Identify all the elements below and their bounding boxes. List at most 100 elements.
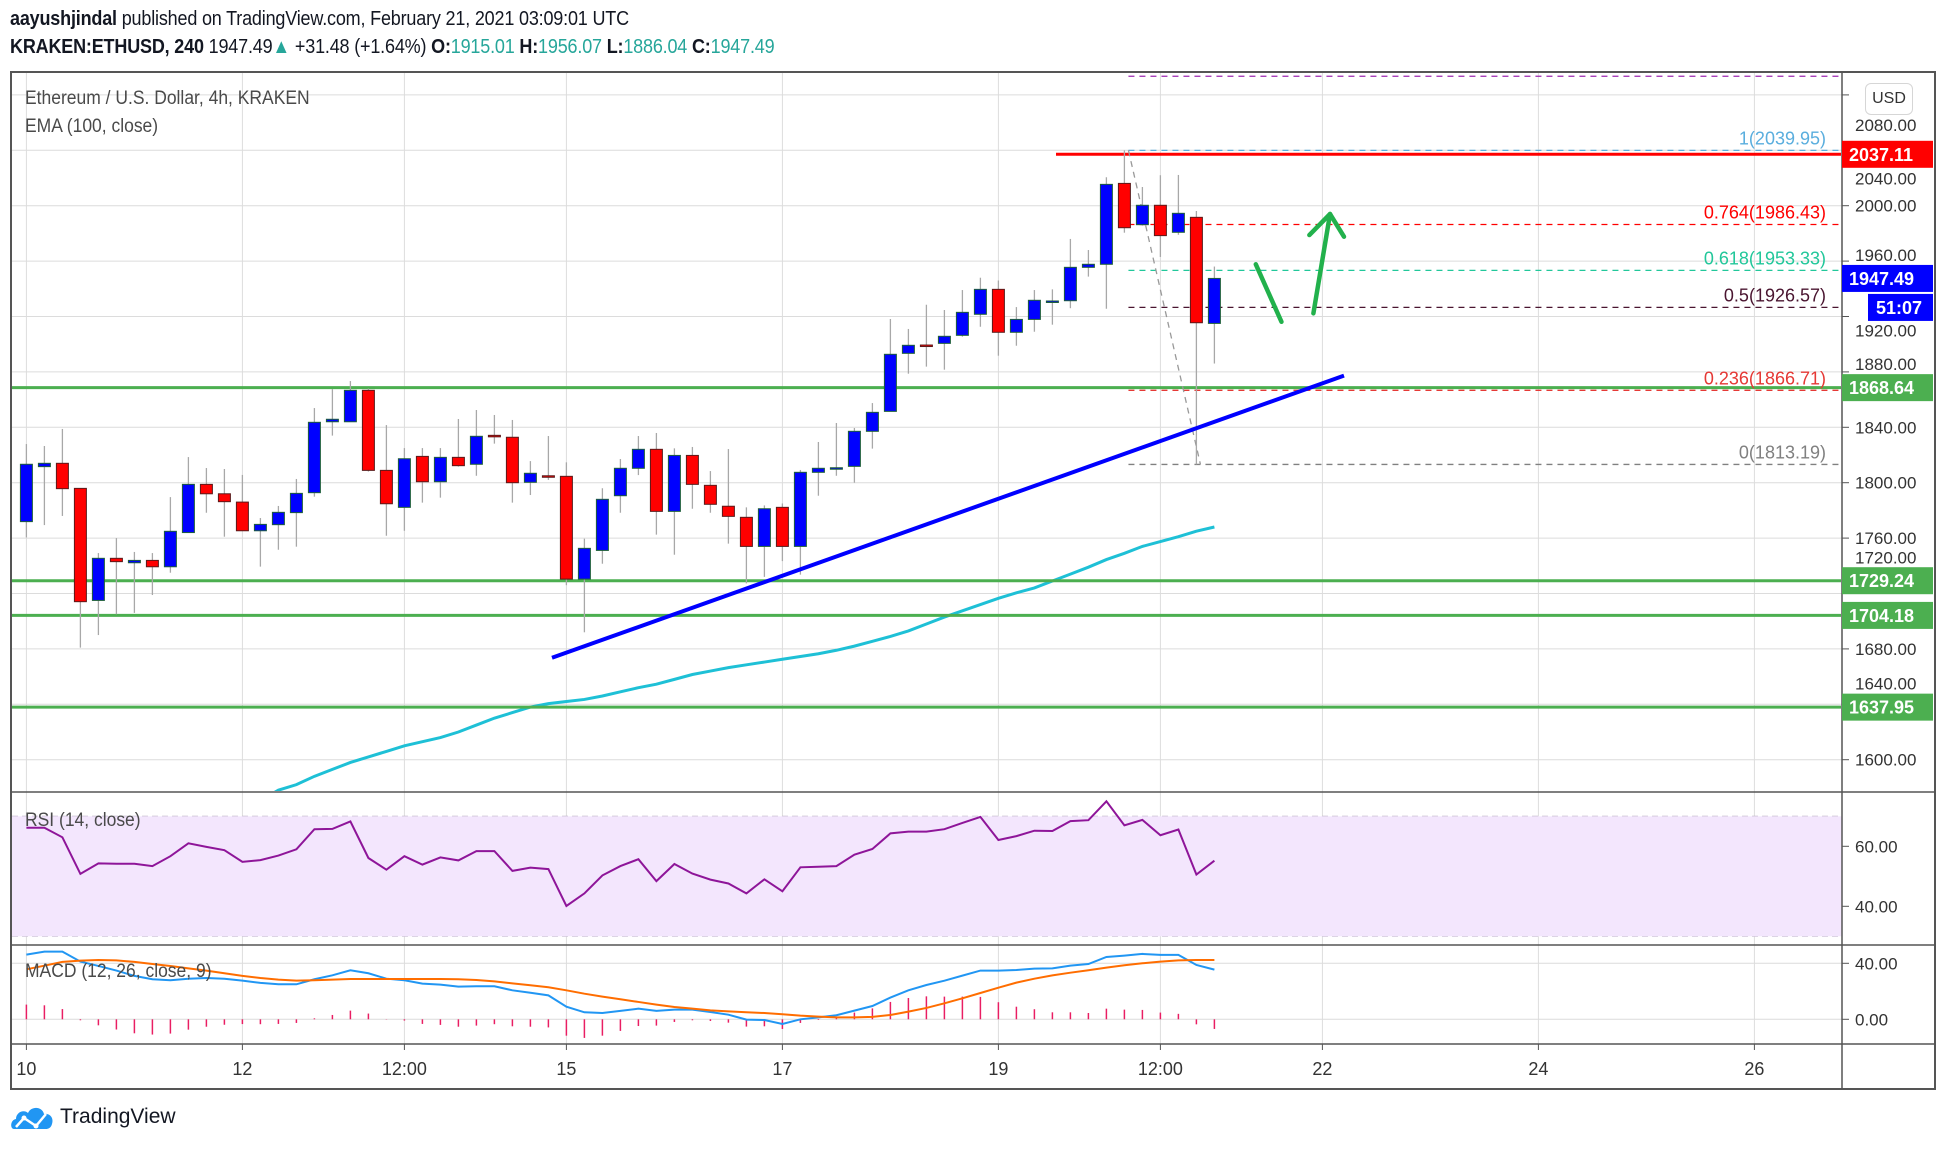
- support-price-tag-label: 1704.18: [1849, 606, 1914, 626]
- candle[interactable]: [1027, 290, 1041, 332]
- axes[interactable]: 2080.002040.002000.001960.001920.001880.…: [16, 94, 1916, 1079]
- candle[interactable]: [253, 518, 267, 567]
- candle[interactable]: [541, 436, 555, 480]
- candle[interactable]: [937, 309, 951, 370]
- candle-body: [325, 418, 339, 423]
- candle[interactable]: [487, 414, 501, 444]
- candle[interactable]: [901, 328, 915, 374]
- candle[interactable]: [379, 425, 393, 536]
- candle[interactable]: [289, 478, 303, 547]
- support-price-tag-box: [1842, 567, 1933, 595]
- candle[interactable]: [415, 448, 429, 503]
- candle-body: [883, 353, 897, 412]
- green-arrow-stroke[interactable]: [1253, 262, 1284, 325]
- candle[interactable]: [847, 427, 861, 483]
- candle-body: [1027, 299, 1041, 320]
- candle[interactable]: [613, 459, 627, 513]
- candle[interactable]: [919, 304, 933, 367]
- candle[interactable]: [721, 449, 735, 544]
- candle[interactable]: [559, 462, 573, 586]
- candle[interactable]: [775, 503, 789, 562]
- green-arrow-stroke[interactable]: [1311, 211, 1333, 316]
- candle-body: [379, 469, 393, 505]
- candle-body: [775, 506, 789, 547]
- candle[interactable]: [757, 505, 771, 577]
- candle[interactable]: [19, 444, 33, 538]
- candle[interactable]: [469, 409, 483, 476]
- candle[interactable]: [235, 474, 249, 532]
- candle[interactable]: [145, 553, 159, 596]
- candle[interactable]: [325, 389, 339, 436]
- fib-level-label: 1(2039.95): [1739, 128, 1826, 148]
- candle[interactable]: [1063, 238, 1077, 309]
- candle-body: [1135, 204, 1149, 226]
- currency-button[interactable]: USD: [1865, 83, 1913, 115]
- tradingview-logo[interactable]: TradingView: [10, 1104, 176, 1130]
- candle[interactable]: [1171, 174, 1185, 235]
- green-arrow-stroke[interactable]: [1307, 211, 1347, 239]
- candle[interactable]: [1153, 175, 1167, 257]
- macd-line: [26, 950, 1215, 1025]
- candle[interactable]: [55, 428, 69, 516]
- time-tick-label: 26: [1744, 1059, 1764, 1079]
- candle[interactable]: [991, 280, 1005, 356]
- candle[interactable]: [397, 448, 411, 531]
- candle[interactable]: [955, 290, 969, 337]
- price-tick-label: 1640.00: [1855, 674, 1916, 693]
- candle[interactable]: [1117, 150, 1131, 233]
- candle[interactable]: [127, 551, 141, 613]
- brand-name: TradingView: [60, 1105, 176, 1128]
- candle[interactable]: [1081, 250, 1095, 277]
- candle-body: [487, 434, 501, 438]
- candle[interactable]: [865, 403, 879, 449]
- candle[interactable]: [433, 448, 447, 498]
- time-tick-label: 22: [1312, 1059, 1332, 1079]
- candle[interactable]: [163, 497, 177, 573]
- candle[interactable]: [109, 538, 123, 615]
- candle[interactable]: [523, 461, 537, 496]
- open-value: 1915.01: [450, 36, 515, 58]
- candle[interactable]: [577, 538, 591, 633]
- candle[interactable]: [811, 441, 825, 496]
- candle[interactable]: [361, 388, 375, 472]
- rsi-tick-label: 60.00: [1855, 837, 1898, 856]
- candle[interactable]: [703, 471, 717, 513]
- candle[interactable]: [91, 553, 105, 636]
- candle-body: [973, 288, 987, 315]
- candle[interactable]: [217, 468, 231, 537]
- rsi-pane[interactable]: [26, 799, 1216, 908]
- candle[interactable]: [649, 432, 663, 535]
- candle[interactable]: [685, 446, 699, 509]
- candle[interactable]: [199, 468, 213, 513]
- candle[interactable]: [37, 445, 51, 526]
- candle[interactable]: [667, 448, 681, 555]
- candle[interactable]: [1045, 289, 1059, 325]
- candle[interactable]: [1099, 177, 1113, 309]
- candle[interactable]: [1189, 210, 1203, 465]
- candle[interactable]: [343, 381, 357, 423]
- candle[interactable]: [793, 469, 807, 575]
- candle[interactable]: [181, 457, 195, 534]
- macd-pane[interactable]: [25, 950, 1216, 1038]
- price-pane[interactable]: 1(2039.95) 0.764(1986.43) 0.618(1953.33) 0.…: [12, 75, 1842, 797]
- candle-body: [433, 456, 447, 483]
- candle[interactable]: [829, 423, 843, 476]
- candle[interactable]: [595, 488, 609, 564]
- candle[interactable]: [505, 419, 519, 503]
- candle[interactable]: [307, 408, 321, 497]
- candle-body: [289, 492, 303, 514]
- candle[interactable]: [631, 436, 645, 476]
- candle[interactable]: [1135, 187, 1149, 226]
- candle[interactable]: [73, 487, 87, 648]
- candle[interactable]: [1009, 307, 1023, 346]
- trend-line[interactable]: [551, 373, 1345, 660]
- candle-body: [181, 483, 195, 534]
- candle[interactable]: [973, 277, 987, 327]
- candle[interactable]: [451, 418, 465, 467]
- candle[interactable]: [1207, 266, 1221, 364]
- candle[interactable]: [739, 507, 753, 584]
- candle[interactable]: [271, 505, 285, 550]
- candle[interactable]: [883, 318, 897, 412]
- author-name[interactable]: aayushjindal: [10, 8, 117, 30]
